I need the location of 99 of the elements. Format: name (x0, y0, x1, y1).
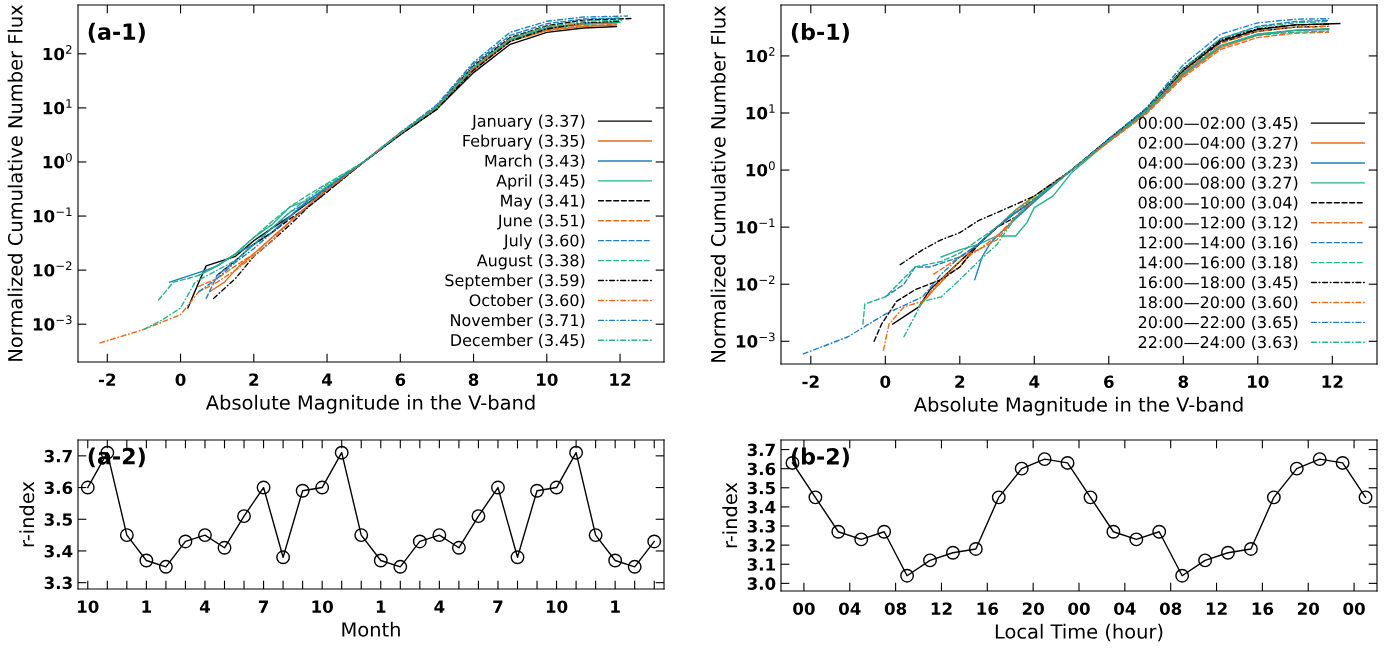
x-tick-label: 4 (199, 600, 210, 613)
legend-label: 08:00—10:00 (3.04) (1138, 196, 1298, 211)
x-tick-label: -2 (98, 373, 116, 386)
y-axis-title: r-index (19, 481, 35, 547)
y-axis-title: r-index (722, 482, 738, 548)
x-tick-label: 4 (1029, 375, 1040, 388)
x-tick-label: 08 (1159, 602, 1182, 616)
x-tick-label: 4 (434, 600, 445, 613)
x-tick-label: 00 (793, 602, 815, 616)
y-tick-label: 10$^{−1}$ (736, 218, 775, 234)
y-tick-label: 10$^{−1}$ (33, 207, 72, 223)
x-tick-label: 1 (142, 600, 152, 613)
legend-label: 20:00—22:00 (3.65) (1138, 315, 1298, 331)
y-tick-label: 3.6 (747, 462, 776, 476)
y-tick-label: 10$^{−2}$ (33, 261, 72, 277)
y-tick-label: 10$^{2}$ (43, 45, 72, 61)
y-tick-label: 3.4 (44, 544, 73, 558)
y-axis-title: Normalized Cumulative Number Flux (7, 4, 23, 361)
y-tick-label: 3.7 (44, 449, 72, 463)
x-tick-label: 4 (322, 373, 333, 386)
x-tick-label: 6 (1104, 375, 1114, 389)
y-tick-label: 10$^{1}$ (43, 99, 72, 115)
y-tick-label: 10$^{1}$ (746, 104, 775, 120)
x-tick-label: 8 (468, 373, 479, 387)
legend-label: February (3.35) (463, 134, 585, 150)
x-tick-label: 10 (537, 373, 558, 387)
y-axis-title: Normalized Cumulative Number Flux (710, 5, 726, 362)
legend-label: 22:00—24:00 (3.63) (1138, 335, 1298, 351)
x-axis-title: Absolute Magnitude in the V-band (205, 394, 535, 414)
y-tick-label: 3.3 (747, 519, 775, 533)
x-tick-label: 04 (1114, 602, 1136, 616)
y-tick-label: 10$^{2}$ (746, 47, 775, 63)
x-tick-label: 1 (376, 600, 386, 613)
y-tick-label: 3.1 (747, 558, 775, 571)
y-tick-label: 3.7 (747, 443, 775, 457)
annotation: (b-1) (791, 22, 849, 43)
legend-label: January (3.37) (471, 114, 585, 130)
y-tick-label: 3.0 (747, 577, 776, 590)
x-axis-title: Local Time (hour) (995, 623, 1163, 642)
legend-label: August (3.38) (476, 254, 585, 270)
x-tick-label: 12 (1206, 602, 1227, 615)
x-tick-label: 10 (312, 600, 333, 614)
y-tick-label: 3.2 (747, 539, 775, 552)
x-tick-label: -2 (802, 375, 819, 388)
y-tick-label: 10$^{0}$ (43, 153, 72, 169)
y-tick-label: 10$^{0}$ (746, 161, 775, 177)
legend-label: June (3.51) (497, 214, 585, 230)
x-axis-title: Absolute Magnitude in the V-band (913, 396, 1243, 416)
y-tick-label: 3.5 (44, 513, 72, 526)
x-tick-label: 10 (546, 600, 568, 614)
x-tick-label: 04 (838, 602, 861, 616)
legend-label: 14:00—16:00 (3.18) (1139, 256, 1298, 271)
legend-label: 02:00—04:00 (3.27) (1138, 136, 1298, 151)
x-tick-label: 8 (1178, 375, 1189, 389)
y-tick-label: 10$^{−3}$ (736, 332, 775, 348)
x-tick-label: 7 (258, 600, 269, 613)
x-tick-label: 12 (610, 373, 631, 386)
legend-label: March (3.43) (485, 154, 585, 169)
x-tick-label: 00 (1343, 602, 1365, 616)
annotation: (a-1) (88, 22, 145, 43)
annotation: (b-2) (791, 447, 849, 468)
x-tick-label: 16 (1252, 602, 1274, 616)
x-tick-label: 12 (931, 602, 952, 615)
legend-label: 10:00—12:00 (3.12) (1139, 216, 1298, 231)
legend-label: April (3.45) (496, 174, 585, 190)
x-tick-label: 08 (884, 602, 907, 616)
legend-label: July (3.60) (503, 234, 585, 250)
y-tick-label: 10$^{−2}$ (736, 275, 775, 291)
y-tick-label: 3.5 (747, 481, 775, 495)
x-tick-label: 6 (395, 373, 406, 387)
x-tick-label: 2 (955, 375, 965, 388)
x-axis-title: Month (342, 621, 400, 637)
x-tick-label: 2 (249, 373, 259, 386)
x-tick-label: 10 (1248, 375, 1269, 389)
y-tick-label: 10$^{−3}$ (33, 315, 72, 331)
x-tick-label: 7 (493, 600, 503, 613)
x-tick-label: 00 (1068, 602, 1090, 616)
y-tick-label: 3.3 (44, 576, 72, 590)
x-tick-label: 0 (175, 373, 186, 387)
legend-label: December (3.45) (451, 333, 585, 349)
x-tick-label: 20 (1297, 602, 1320, 616)
x-tick-label: 12 (1322, 375, 1343, 388)
x-tick-label: 20 (1022, 602, 1044, 616)
legend-label: 12:00—14:00 (3.16) (1139, 236, 1298, 251)
legend-label: 18:00—20:00 (3.60) (1139, 295, 1298, 311)
legend-label: 00:00—02:00 (3.45) (1138, 116, 1298, 131)
y-tick-label: 3.4 (747, 500, 776, 514)
x-tick-label: 0 (880, 375, 891, 389)
x-tick-label: 16 (977, 602, 999, 616)
y-tick-label: 3.6 (44, 481, 73, 495)
x-tick-label: 10 (78, 600, 99, 614)
legend-label: 06:00—08:00 (3.27) (1138, 176, 1298, 191)
legend-label: September (3.59) (445, 273, 585, 290)
legend-label: 16:00—18:00 (3.45) (1139, 275, 1298, 291)
legend-label: October (3.60) (469, 293, 585, 309)
legend-label: May (3.41) (501, 194, 585, 210)
x-tick-label: 1 (611, 600, 620, 613)
legend-label: November (3.71) (451, 313, 585, 329)
legend-label: 04:00—06:00 (3.23) (1138, 156, 1298, 171)
